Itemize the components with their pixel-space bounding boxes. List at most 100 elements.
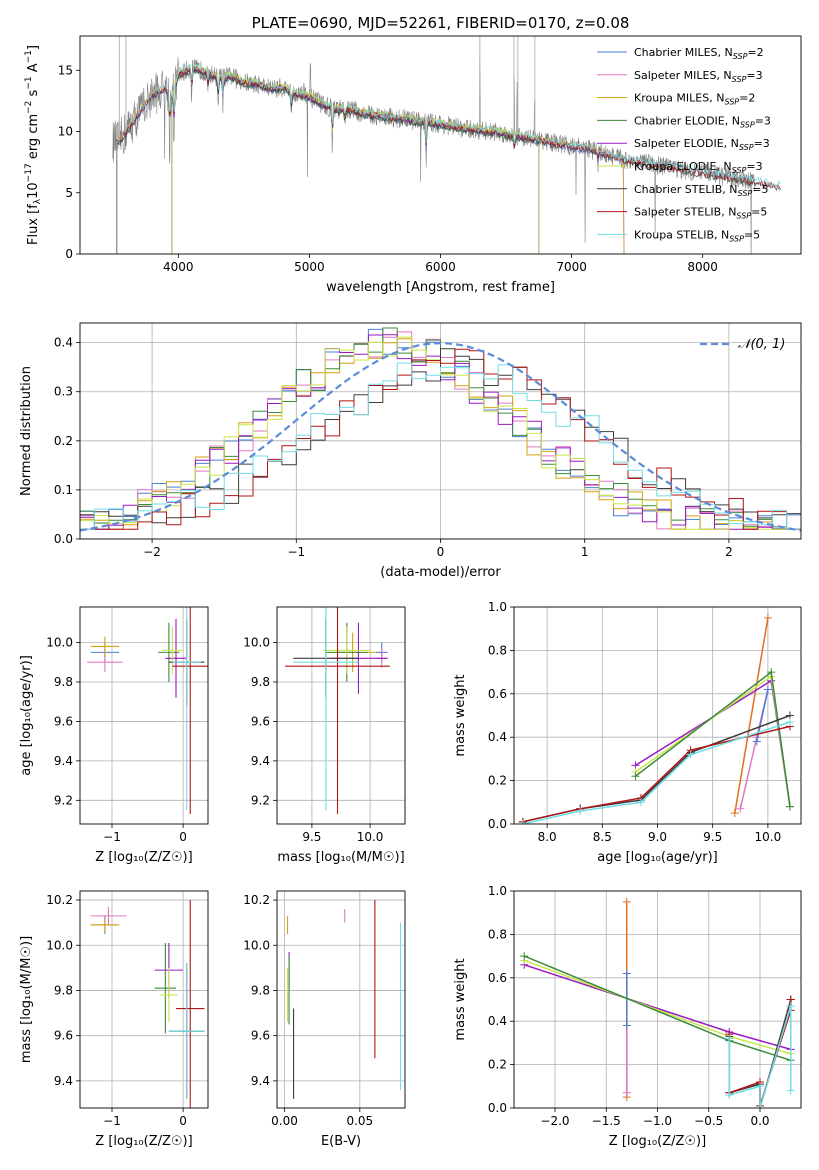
model-line-kroupa_elodie: [171, 64, 540, 254]
legend-label-kroupa_stelib: Kroupa STELIB, NSSP=5: [634, 228, 760, 243]
y-tick-label-0: 0.0: [488, 1101, 507, 1115]
series-point-kroupa_stelib: [576, 806, 585, 815]
legend-post: =3: [746, 160, 762, 173]
y-axis-label: mass weight: [453, 674, 468, 756]
y-tick-label-3: 9.8: [251, 675, 270, 689]
model-line-salpeter_miles: [116, 64, 625, 254]
y-tick-label-2: 9.6: [54, 714, 73, 728]
plot-area: [277, 607, 405, 824]
y-label-part-A: A: [26, 63, 41, 76]
y-tick-label-0: 0.0: [488, 817, 507, 831]
x-tick-label-0: 9.5: [302, 830, 321, 844]
x-axis-label: Z [log₁₀(Z/Z☉)]: [609, 1134, 706, 1149]
y-label-part-close: ]: [26, 45, 41, 50]
axes-frame: [513, 606, 802, 825]
y-tick-label-2: 0.4: [488, 1014, 507, 1028]
axes-frame: [79, 606, 209, 825]
legend-post: =2: [739, 92, 755, 105]
series-point-salpeter_miles: [622, 1088, 631, 1097]
legend-label-chabrier_elodie: Chabrier ELODIE, NSSP=3: [634, 114, 771, 129]
legend-label-kroupa_elodie: Kroupa ELODIE, NSSP=3: [634, 160, 763, 175]
x-tick-label-0: 4000: [163, 260, 194, 274]
y-label-part-exp1: −17: [24, 163, 34, 182]
y-tick-label-5: 1.0: [488, 884, 507, 898]
series-point-kroupa_stelib: [785, 718, 794, 727]
x-tick-label-1: 0: [179, 1114, 187, 1128]
x-axis-label: mass [log₁₀(M/M☉)]: [277, 850, 404, 865]
plot-area: [80, 607, 208, 824]
model-line-kroupa_miles: [116, 63, 625, 254]
x-axis-label: Z [log₁₀(Z/Z☉)]: [95, 850, 192, 865]
x-tick-label-2: 9.0: [648, 830, 667, 844]
x-axis-label: age [log₁₀(age/yr)]: [597, 850, 718, 865]
plot-area: [277, 891, 405, 1108]
x-tick-label-4: 10.0: [755, 830, 782, 844]
model-line-salpeter_elodie: [171, 66, 540, 254]
series-point-chabrier_elodie: [631, 772, 640, 781]
x-tick-label-1: 10.0: [357, 830, 384, 844]
series-point-kroupa_stelib: [786, 1002, 795, 1011]
x-tick-label-3: 7000: [556, 260, 587, 274]
series-point-kroupa_stelib: [756, 1082, 764, 1091]
y-tick-label-0: 0.0: [54, 532, 73, 546]
x-tick-label-0: −1: [103, 830, 121, 844]
x-tick-label-4: 0.0: [750, 1114, 769, 1128]
series-point-kroupa_stelib: [518, 820, 527, 824]
x-axis-label: wavelength [Angstrom, rest frame]: [326, 280, 555, 295]
legend-text: Kroupa STELIB, N: [634, 228, 729, 241]
y-tick-label-4: 0.8: [488, 927, 507, 941]
legend-text: Kroupa ELODIE, N: [634, 160, 732, 173]
chart-title: PLATE=0690, MJD=52261, FIBERID=0170, z=0…: [252, 14, 630, 32]
axes-frame: [513, 890, 802, 1109]
plot-area: [112, 36, 781, 254]
x-axis-label: E(B-V): [321, 1134, 361, 1149]
series-point-chabrier_miles: [752, 737, 761, 746]
x-tick-label-1: 8.5: [593, 830, 612, 844]
y-axis-label: mass weight: [453, 958, 468, 1040]
y-tick-label-0: 9.2: [54, 793, 73, 807]
y-axis-label: mass [log₁₀(M/M☉)]: [19, 936, 34, 1063]
y-tick-label-4: 0.4: [54, 336, 73, 350]
series-point-chabrier_miles: [763, 685, 772, 694]
y-tick-label-1: 9.6: [251, 1029, 270, 1043]
y-tick-label-0: 0: [65, 247, 73, 261]
y-tick-label-1: 0.2: [488, 1058, 507, 1072]
y-tick-label-2: 0.2: [54, 434, 73, 448]
legend-post: =5: [751, 206, 767, 219]
histogram-chabrier_stelib: [80, 348, 801, 524]
y-tick-label-2: 0.4: [488, 730, 507, 744]
panel-residuals: −2 −1 0 1 2 0.0 0.1 0.2 0.3 0.4 (data-model)/error…: [19, 322, 802, 580]
series-point-chabrier_elodie: [767, 668, 776, 677]
panel-age_vs_Z: −1 0 9.2 9.4 9.6 9.8 10.0 Z [log₁₀(Z/Z☉)] age [l…: [19, 606, 209, 865]
x-tick-label-1: 0: [179, 830, 187, 844]
legend-post: =3: [755, 114, 771, 127]
y-tick-label-1: 9.4: [251, 754, 270, 768]
legend-sub: SSP: [739, 143, 754, 152]
series-point-kroupa_stelib: [636, 798, 645, 807]
y-axis-label: Normed distribution: [19, 366, 34, 496]
legend-sub: SSP: [732, 166, 747, 175]
y-tick-label-5: 1.0: [488, 600, 507, 614]
legend-sub: SSP: [732, 75, 747, 84]
panel-massweight_vs_Z: −2.0 −1.5 −1.0 −0.5 0.0 0.0 0.2 0.4 0.6 0.8 1.0 Z […: [453, 884, 802, 1149]
legend-label-chabrier_stelib: Chabrier STELIB, NSSP=5: [634, 183, 768, 198]
y-tick-label-0: 9.4: [54, 1074, 73, 1088]
series-line-kroupa_stelib: [728, 1005, 792, 1108]
plot-area: [80, 891, 208, 1108]
series-point-kroupa_stelib: [725, 1090, 734, 1099]
x-tick-label-0: −2: [143, 545, 161, 559]
y-tick-label-4: 10.2: [243, 893, 270, 907]
y-tick-label-0: 9.4: [251, 1074, 270, 1088]
y-tick-label-1: 9.6: [54, 1029, 73, 1043]
y-label-part-lambda: λ: [33, 198, 43, 204]
axes-frame: [79, 35, 802, 255]
legend-sub: SSP: [724, 98, 739, 107]
y-tick-label-4: 10.0: [243, 636, 270, 650]
y-tick-label-4: 10.0: [46, 636, 73, 650]
series-line-salpeter_stelib: [522, 725, 791, 823]
x-axis-label: (data-model)/error: [380, 565, 501, 580]
y-tick-label-2: 9.6: [251, 714, 270, 728]
histogram-kroupa_elodie: [80, 336, 801, 530]
x-tick-label-1: 0.05: [346, 1114, 373, 1128]
y-label-part-exp2: −2: [24, 101, 34, 114]
